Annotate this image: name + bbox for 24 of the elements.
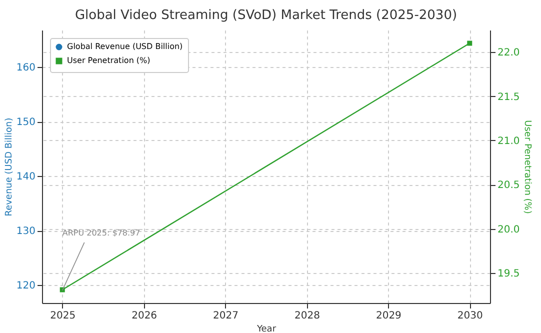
x-tick-label: 2030 <box>457 310 483 322</box>
y-axis-title: Revenue (USD Billion) <box>4 118 14 216</box>
x-tick-label: 2029 <box>376 310 402 322</box>
y2-tick-label: 21.0 <box>498 136 520 147</box>
y2-axis-title: User Penetration (%) <box>522 120 532 214</box>
x-axis-title: Year <box>256 324 276 333</box>
y2-tick-label: 19.5 <box>498 268 520 280</box>
x-tick-label: 2027 <box>213 310 238 322</box>
annotation: ARPU 2025: $78.97 <box>62 228 140 238</box>
x-tick-label: 2026 <box>132 310 158 322</box>
y-tick-label: 140 <box>16 172 36 183</box>
x-tick-label: 2025 <box>50 310 76 322</box>
y-tick-label: 160 <box>16 62 36 74</box>
x-tick-label: 2028 <box>294 310 320 322</box>
legend-label: Global Revenue (USD Billion) <box>67 42 183 51</box>
y2-tick-label: 21.5 <box>498 92 520 103</box>
y-tick-label: 120 <box>16 280 36 292</box>
y-tick-label: 130 <box>16 226 36 238</box>
legend-label: User Penetration (%) <box>67 56 150 65</box>
y2-tick-label: 22.0 <box>498 48 520 59</box>
y2-tick-label: 20.5 <box>498 180 520 192</box>
chart-title: Global Video Streaming (SVoD) Market Trends (2025-2030) <box>74 8 458 23</box>
y-tick-label: 150 <box>16 117 36 128</box>
y2-tick-label: 20.0 <box>498 224 520 236</box>
